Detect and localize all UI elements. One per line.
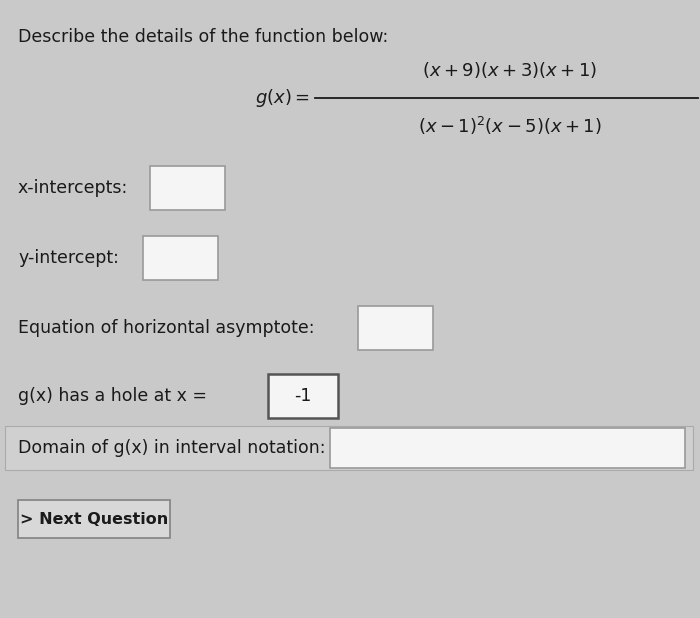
Text: > Next Question: > Next Question [20,512,168,527]
Text: x-intercepts:: x-intercepts: [18,179,128,197]
Text: $(x-1)^{2}(x-5)(x+1)$: $(x-1)^{2}(x-5)(x+1)$ [418,115,602,137]
FancyBboxPatch shape [330,428,685,468]
FancyBboxPatch shape [5,426,693,470]
Text: $(x+9)(x+3)(x+1)$: $(x+9)(x+3)(x+1)$ [422,60,598,80]
FancyBboxPatch shape [143,236,218,280]
Text: $g(x) =$: $g(x) =$ [256,87,310,109]
Text: Domain of g(x) in interval notation:: Domain of g(x) in interval notation: [18,439,326,457]
Text: y-intercept:: y-intercept: [18,249,119,267]
FancyBboxPatch shape [18,500,170,538]
FancyBboxPatch shape [268,374,338,418]
FancyBboxPatch shape [150,166,225,210]
Text: -1: -1 [294,387,312,405]
Text: Describe the details of the function below:: Describe the details of the function bel… [18,28,388,46]
Text: g(x) has a hole at x =: g(x) has a hole at x = [18,387,207,405]
Text: Equation of horizontal asymptote:: Equation of horizontal asymptote: [18,319,314,337]
FancyBboxPatch shape [358,306,433,350]
